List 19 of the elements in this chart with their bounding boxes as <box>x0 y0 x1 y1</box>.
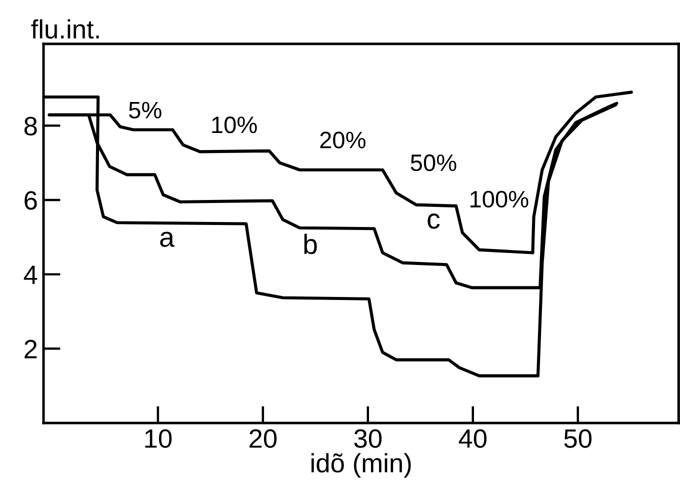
x-tick-label: 30 <box>354 429 382 448</box>
y-tick-label: 2 <box>24 340 37 358</box>
annotation: c <box>428 214 440 229</box>
annotation: a <box>160 232 174 247</box>
x-tick-label: 10 <box>145 429 172 448</box>
annotation: 5% <box>129 102 162 118</box>
x-tick-label: 20 <box>250 429 277 448</box>
y-axis-title: flu.int. <box>31 19 99 39</box>
x-axis-title: idõ (min) <box>312 453 411 478</box>
y-tick-label: 8 <box>24 116 37 136</box>
annotation: 100% <box>470 190 528 208</box>
annotation: 10% <box>212 116 257 134</box>
y-tick-label: 4 <box>24 266 38 284</box>
annotation: b <box>304 234 317 254</box>
y-tick-label: 6 <box>24 191 37 210</box>
x-tick-label: 50 <box>564 429 592 448</box>
annotation: 50% <box>410 154 456 172</box>
x-tick-label: 40 <box>458 429 487 448</box>
annotation: 20% <box>320 132 366 148</box>
